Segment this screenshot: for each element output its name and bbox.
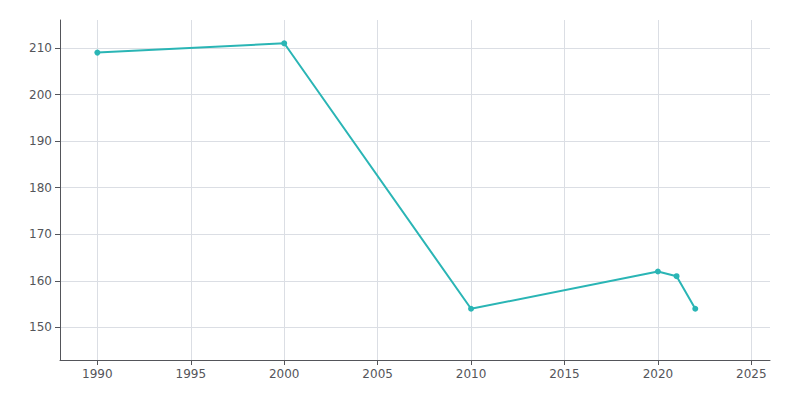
svg-text:190: 190 xyxy=(29,134,52,148)
svg-text:170: 170 xyxy=(29,227,52,241)
svg-text:150: 150 xyxy=(29,320,52,334)
svg-text:2025: 2025 xyxy=(736,367,767,381)
svg-text:160: 160 xyxy=(29,274,52,288)
svg-text:2000: 2000 xyxy=(269,367,300,381)
svg-text:1990: 1990 xyxy=(82,367,113,381)
svg-text:210: 210 xyxy=(29,41,52,55)
svg-text:200: 200 xyxy=(29,88,52,102)
svg-text:180: 180 xyxy=(29,181,52,195)
svg-text:2020: 2020 xyxy=(643,367,674,381)
svg-text:2010: 2010 xyxy=(456,367,487,381)
svg-text:2005: 2005 xyxy=(362,367,393,381)
svg-text:1995: 1995 xyxy=(176,367,207,381)
svg-text:2015: 2015 xyxy=(549,367,580,381)
